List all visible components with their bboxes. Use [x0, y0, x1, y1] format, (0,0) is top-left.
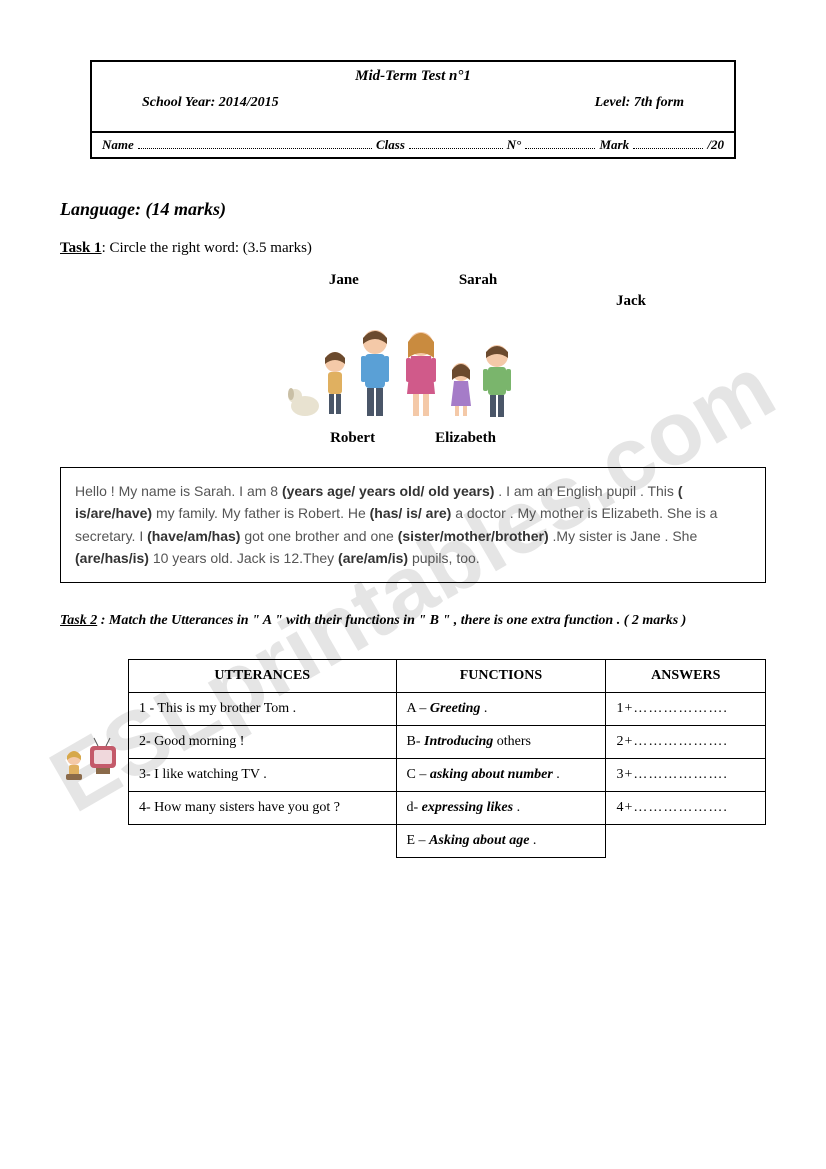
table-row: 1 - This is my brother Tom . A – Greetin… — [129, 692, 766, 725]
f-text: Greeting — [430, 701, 481, 716]
f-prefix: d- — [407, 800, 422, 815]
b3: (has/ is/ are) — [370, 505, 452, 521]
name-elizabeth: Elizabeth — [435, 430, 496, 447]
family-names-top: Jane Sarah — [60, 272, 766, 289]
mark-label: Mark — [599, 137, 629, 153]
b7: (are/am/is) — [338, 550, 408, 566]
language-section-title: Language: (14 marks) — [60, 199, 766, 220]
header-top: Mid-Term Test n°1 School Year: 2014/2015… — [92, 62, 734, 133]
th-utterances: UTTERANCES — [129, 659, 397, 692]
task2-rest: : Match the Utterances in " A " with the… — [97, 613, 686, 628]
family-names-bottom: Robert Elizabeth — [60, 430, 766, 447]
school-year: School Year: 2014/2015 — [142, 95, 279, 111]
f-text: Asking about age — [429, 833, 529, 848]
table-row: 4- How many sisters have you got ? d- ex… — [129, 791, 766, 824]
task1-paragraph: Hello ! My name is Sarah. I am 8 (years … — [60, 467, 766, 583]
utterance-cell: 2- Good morning ! — [129, 725, 397, 758]
utterance-cell: 4- How many sisters have you got ? — [129, 791, 397, 824]
name-jack: Jack — [60, 293, 766, 310]
f-text: expressing likes — [422, 800, 513, 815]
f-suffix: . — [513, 800, 520, 815]
mark-field[interactable] — [633, 137, 703, 149]
f-suffix: others — [493, 734, 531, 749]
p8: pupils, too. — [408, 550, 480, 566]
header-bottom: Name Class N° Mark /20 — [92, 133, 734, 157]
utterance-cell: 3- I like watching TV . — [129, 758, 397, 791]
task2-table: UTTERANCES FUNCTIONS ANSWERS 1 - This is… — [128, 659, 766, 858]
answer-cell[interactable]: 2+………………. — [606, 725, 766, 758]
task1-prefix: Task 1 — [60, 240, 102, 256]
f-prefix: A – — [407, 701, 430, 716]
task2-prefix: Task 2 — [60, 613, 97, 628]
th-functions: FUNCTIONS — [396, 659, 606, 692]
b6: (are/has/is) — [75, 550, 149, 566]
f-suffix: . — [480, 701, 487, 716]
name-field[interactable] — [138, 137, 372, 149]
utterance-cell: 1 - This is my brother Tom . — [129, 692, 397, 725]
f-suffix: . — [529, 833, 536, 848]
answer-cell[interactable]: 4+………………. — [606, 791, 766, 824]
kid-tv-illustration — [60, 728, 120, 788]
level: Level: 7th form — [595, 95, 684, 111]
function-cell-extra: E – Asking about age . — [396, 824, 606, 857]
p5: got one brother and one — [240, 528, 397, 544]
answer-cell[interactable]: 3+………………. — [606, 758, 766, 791]
p3: my family. My father is Robert. He — [152, 505, 370, 521]
family-illustration — [283, 314, 543, 424]
b4: (have/am/has) — [147, 528, 240, 544]
header-info-row: School Year: 2014/2015 Level: 7th form — [112, 95, 714, 111]
name-label: Name — [102, 137, 134, 153]
function-cell: A – Greeting . — [396, 692, 606, 725]
empty-cell — [129, 824, 397, 857]
family-illustration-area: Jane Sarah Jack — [60, 272, 766, 447]
table-row-extra: E – Asking about age . — [129, 824, 766, 857]
mark-total: /20 — [707, 137, 724, 153]
f-prefix: E – — [407, 833, 430, 848]
test-title: Mid-Term Test n°1 — [112, 68, 714, 85]
f-prefix: B- — [407, 734, 425, 749]
answer-cell[interactable]: 1+………………. — [606, 692, 766, 725]
n-field[interactable] — [525, 137, 595, 149]
p6: .My sister is Jane . She — [549, 528, 698, 544]
table-header-row: UTTERANCES FUNCTIONS ANSWERS — [129, 659, 766, 692]
class-field[interactable] — [409, 137, 503, 149]
empty-cell — [606, 824, 766, 857]
b5: (sister/mother/brother) — [398, 528, 549, 544]
p2: . I am an English pupil . This — [494, 483, 677, 499]
task1-label: Task 1: Circle the right word: (3.5 mark… — [60, 240, 766, 257]
page-content: Mid-Term Test n°1 School Year: 2014/2015… — [60, 60, 766, 858]
th-answers: ANSWERS — [606, 659, 766, 692]
f-suffix: . — [553, 767, 560, 782]
f-text: asking about number — [430, 767, 553, 782]
task1-rest: : Circle the right word: (3.5 marks) — [102, 240, 312, 256]
task2-table-wrap: UTTERANCES FUNCTIONS ANSWERS 1 - This is… — [60, 659, 766, 858]
task2-label: Task 2 : Match the Utterances in " A " w… — [60, 613, 766, 629]
f-prefix: C – — [407, 767, 430, 782]
name-robert: Robert — [330, 430, 375, 447]
header-box: Mid-Term Test n°1 School Year: 2014/2015… — [90, 60, 736, 159]
f-text: Introducing — [424, 734, 493, 749]
table-row: 2- Good morning ! B- Introducing others … — [129, 725, 766, 758]
name-sarah: Sarah — [459, 272, 497, 289]
b1: (years age/ years old/ old years) — [282, 483, 494, 499]
p1: Hello ! My name is Sarah. I am 8 — [75, 483, 282, 499]
function-cell: d- expressing likes . — [396, 791, 606, 824]
function-cell: C – asking about number . — [396, 758, 606, 791]
p7: 10 years old. Jack is 12.They — [149, 550, 338, 566]
class-label: Class — [376, 137, 405, 153]
n-label: N° — [507, 137, 522, 153]
function-cell: B- Introducing others — [396, 725, 606, 758]
name-jane: Jane — [329, 272, 359, 289]
table-row: 3- I like watching TV . C – asking about… — [129, 758, 766, 791]
